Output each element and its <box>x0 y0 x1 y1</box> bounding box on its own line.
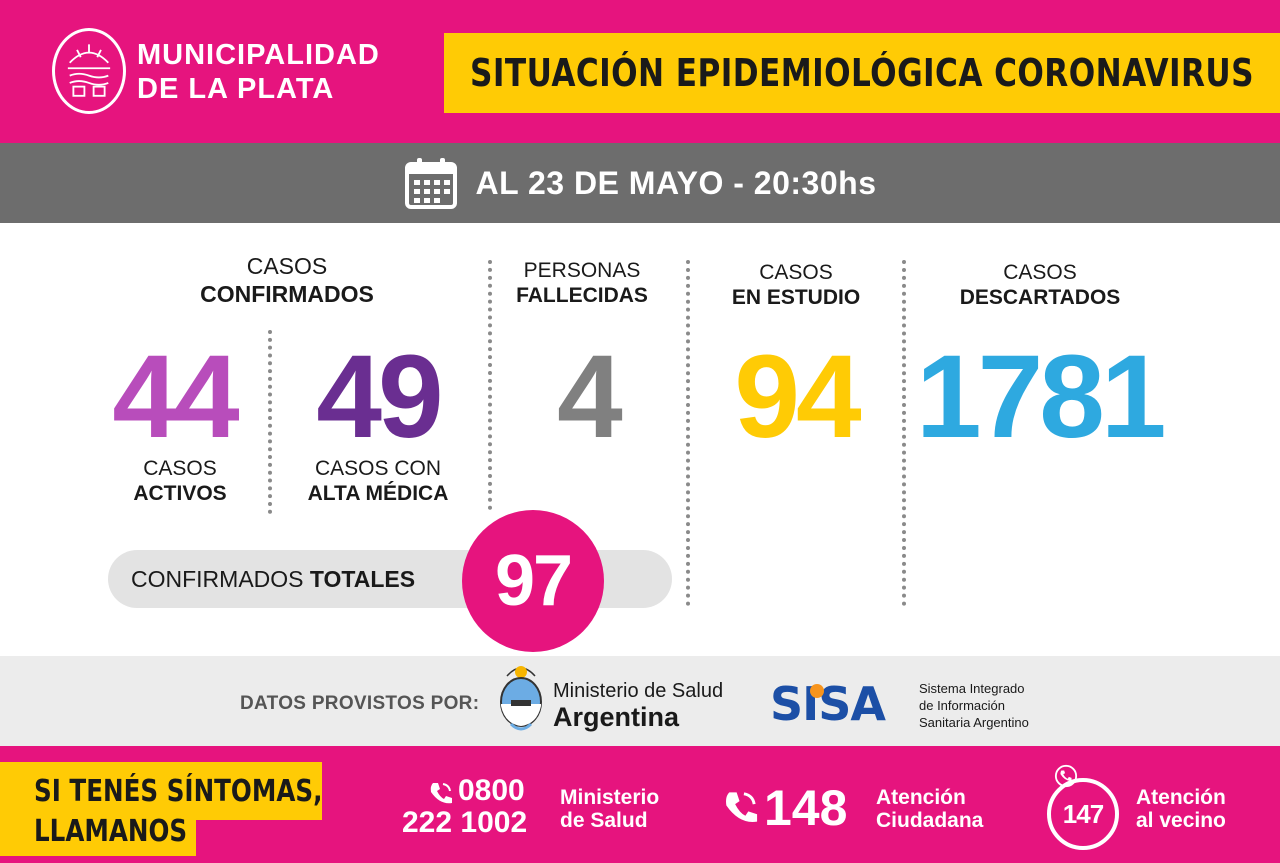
recovered-label-top: CASOS CON <box>314 457 442 480</box>
total-label-prefix: CONFIRMADOS <box>131 566 310 592</box>
active-cases-value: 44 <box>112 331 239 463</box>
source-bar <box>0 656 1280 746</box>
total-label-bold: TOTALES <box>309 566 416 592</box>
phone1-desc2: de Salud <box>560 809 648 832</box>
municipal-seal-icon <box>52 28 126 114</box>
confirmed-label-top: CASOS <box>246 253 328 279</box>
phone1-line1[interactable]: 0800 <box>458 774 525 807</box>
divider-2 <box>686 260 690 606</box>
phone1-description: Ministerio de Salud <box>560 786 659 832</box>
discarded-value: 1781 <box>916 331 1167 463</box>
active-label-top: CASOS <box>143 457 217 480</box>
calendar-icon <box>404 158 457 209</box>
org-line2-prefix: DE <box>137 73 189 105</box>
total-confirmed-label: CONFIRMADOS TOTALES <box>131 566 415 593</box>
symptom-banner-bottom <box>0 808 196 856</box>
title-banner: SITUACIÓN EPIDEMIOLÓGICA CORONAVIRUS <box>444 33 1280 113</box>
deaths-label-top: PERSONAS <box>523 259 641 282</box>
date-bar: AL 23 DE MAYO - 20:30hs <box>0 143 1280 223</box>
confirmed-label: CASOS CONFIRMADOS <box>150 252 424 308</box>
sisa-desc-2: de Información <box>919 698 1005 713</box>
discarded-label-top: CASOS <box>1003 261 1077 284</box>
divider-3 <box>902 260 906 606</box>
phone2-desc2: Ciudadana <box>876 809 984 832</box>
under-study-label-bold: EN ESTUDIO <box>731 286 861 309</box>
confirmed-label-bold: CONFIRMADOS <box>200 281 374 307</box>
under-study-value: 94 <box>734 331 861 463</box>
sisa-desc-3: Sanitaria Argentino <box>919 715 1029 730</box>
symptom-line2: LLAMANOS <box>34 814 188 849</box>
phone3-desc1: Atención <box>1136 786 1226 809</box>
phone3-number[interactable]: 147 <box>1047 778 1119 850</box>
divider-confirmed <box>268 330 272 514</box>
phone1-desc1: Ministerio <box>560 786 660 809</box>
source-label: DATOS PROVISTOS POR: <box>240 693 480 714</box>
sisa-logo: SISA <box>770 677 886 731</box>
org-line2: DE LA PLATA <box>137 72 380 106</box>
ministry-line2: Argentina <box>553 702 680 732</box>
symptom-message: SI TENÉS SÍNTOMAS, LLAMANOS <box>34 772 322 852</box>
discarded-label: CASOS DESCARTADOS <box>930 260 1150 310</box>
ministry-line1: Ministerio de Salud <box>553 680 724 702</box>
deaths-label-bold: FALLECIDAS <box>516 284 648 307</box>
divider-1 <box>488 260 492 510</box>
phone-icon <box>726 792 758 823</box>
org-line2-city: LA PLATA <box>188 73 335 105</box>
symptom-line1: SI TENÉS SÍNTOMAS, <box>34 774 323 809</box>
phone2-desc1: Atención <box>876 786 966 809</box>
phone3-desc2: al vecino <box>1136 809 1226 832</box>
phone1-line2[interactable]: 222 1002 <box>402 806 528 839</box>
ministry-logo: Ministerio de Salud Argentina <box>553 680 723 732</box>
argentina-shield-icon <box>500 666 542 731</box>
recovered-cases-value: 49 <box>316 331 443 463</box>
org-line1: MUNICIPALIDAD <box>137 39 380 71</box>
under-study-label-top: CASOS <box>759 261 833 284</box>
municipality-name: MUNICIPALIDAD DE LA PLATA <box>137 38 380 106</box>
sisa-description: Sistema Integrado de Información Sanitar… <box>919 680 1029 731</box>
page-title: SITUACIÓN EPIDEMIOLÓGICA CORONAVIRUS <box>470 51 1254 95</box>
active-label-bold: ACTIVOS <box>133 482 227 505</box>
sisa-desc-1: Sistema Integrado <box>919 681 1025 696</box>
phone-icon <box>430 783 452 804</box>
phone2-description: Atención Ciudadana <box>876 786 983 832</box>
deaths-label: PERSONAS FALLECIDAS <box>500 258 664 308</box>
deaths-value: 4 <box>557 331 623 463</box>
phone3-description: Atención al vecino <box>1136 786 1226 832</box>
recovered-label-bold: ALTA MÉDICA <box>307 482 449 505</box>
phone2-number[interactable]: 148 <box>764 780 848 836</box>
under-study-label: CASOS EN ESTUDIO <box>708 260 884 310</box>
sisa-dot-icon <box>810 684 824 698</box>
report-date: AL 23 DE MAYO - 20:30hs <box>475 164 877 201</box>
discarded-label-bold: DESCARTADOS <box>959 286 1121 309</box>
total-confirmed-value: 97 <box>462 510 604 652</box>
recovered-cases-label: CASOS CON ALTA MÉDICA <box>290 456 466 506</box>
active-cases-label: CASOS ACTIVOS <box>100 456 260 506</box>
